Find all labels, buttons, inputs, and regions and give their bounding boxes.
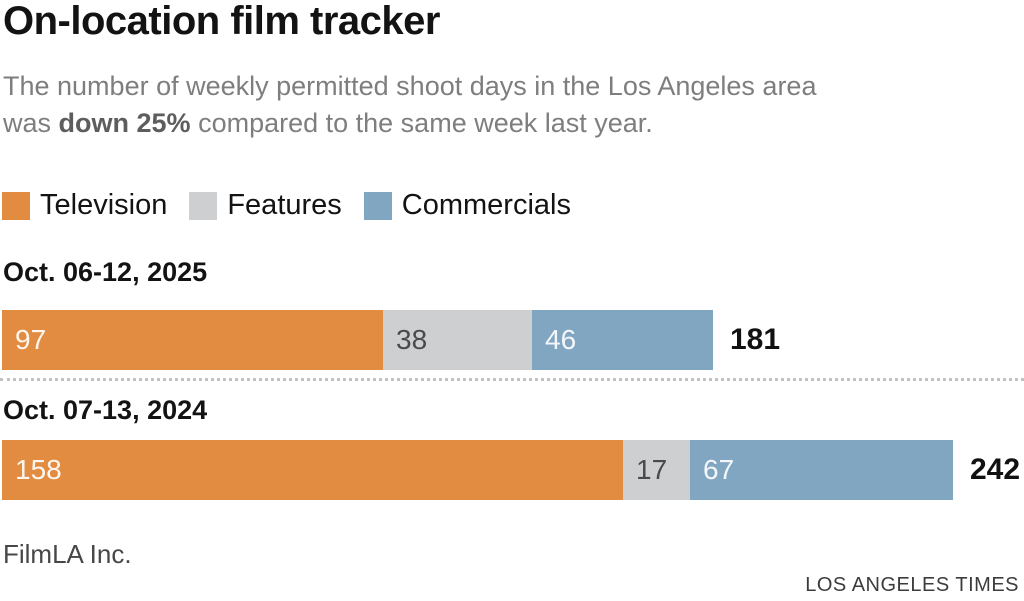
dotted-divider — [0, 378, 1024, 381]
legend-item-commercials: Commercials — [363, 189, 571, 222]
source-attribution: FilmLA Inc. — [3, 539, 132, 569]
bar-segment-features-2024: 17 — [623, 440, 690, 500]
legend: Television Features Commercials — [2, 189, 571, 222]
subtitle-line2-after: compared to the same week last year. — [190, 108, 653, 138]
segment-value: 67 — [703, 454, 735, 485]
bar-segment-commercials-2025: 46 — [532, 310, 713, 370]
publisher-credit: LOS ANGELES TIMES — [805, 574, 1019, 596]
bar-total-2024: 242 — [970, 453, 1021, 486]
bar-segment-television-2025: 97 — [2, 310, 383, 370]
features-swatch-icon — [189, 191, 218, 220]
legend-label-television: Television — [40, 189, 168, 221]
bar-group-label-2025: Oct. 06-12, 2025 — [3, 257, 208, 287]
television-swatch-icon — [2, 191, 30, 220]
segment-value: 17 — [636, 454, 668, 485]
segment-value: 38 — [396, 324, 428, 355]
bar-total-2025: 181 — [730, 323, 781, 356]
bar-segment-television-2024: 158 — [2, 440, 623, 500]
legend-item-features: Features — [189, 189, 342, 222]
segment-value: 158 — [15, 454, 62, 485]
legend-label-features: Features — [227, 189, 342, 221]
subtitle-line2-before: was — [3, 108, 59, 138]
stacked-bar-2025: 97 38 46 181 — [2, 310, 1024, 370]
segment-value: 46 — [545, 324, 577, 355]
legend-item-television: Television — [2, 189, 167, 222]
segment-value: 97 — [15, 324, 47, 355]
chart-title: On-location film tracker — [3, 0, 440, 43]
bar-segment-commercials-2024: 67 — [690, 440, 953, 500]
bar-segment-features-2025: 38 — [383, 310, 532, 370]
subtitle-line1: The number of weekly permitted shoot day… — [3, 71, 817, 101]
legend-label-commercials: Commercials — [401, 189, 571, 221]
stacked-bar-2024: 158 17 67 242 — [2, 440, 1024, 500]
commercials-swatch-icon — [363, 191, 392, 220]
chart-subtitle: The number of weekly permitted shoot day… — [3, 68, 816, 142]
subtitle-highlight: down 25% — [58, 108, 191, 138]
bar-group-label-2024: Oct. 07-13, 2024 — [3, 395, 208, 425]
